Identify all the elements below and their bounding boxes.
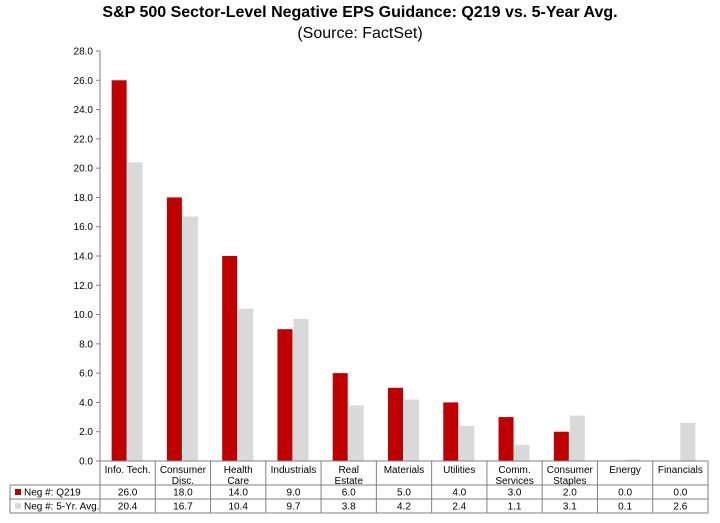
table-value: 3.0 — [508, 488, 522, 499]
bar-5yr-avg — [293, 318, 309, 461]
y-tick-label: 28.0 — [74, 47, 94, 58]
x-category-label: Energy — [609, 465, 641, 476]
bar-q219 — [277, 329, 293, 461]
table-value: 6.0 — [342, 488, 356, 499]
legend-label: Neg #: 5-Yr. Avg. — [24, 502, 99, 513]
bar-5yr-avg — [514, 444, 530, 461]
x-category-label: Utilities — [443, 465, 475, 476]
bar-5yr-avg — [127, 162, 143, 462]
table-value: 2.0 — [563, 488, 577, 499]
y-tick-label: 10.0 — [74, 310, 94, 321]
legend-swatch — [15, 489, 21, 495]
y-tick-label: 6.0 — [79, 369, 93, 380]
x-category-label: Consumer Disc. — [160, 465, 207, 487]
y-tick-label: 2.0 — [79, 427, 93, 438]
chart-subtitle: (Source: FactSet) — [297, 25, 423, 42]
y-tick-label: 18.0 — [74, 193, 94, 204]
bar-q219 — [443, 402, 459, 461]
x-category-label: Consumer Staples — [547, 465, 594, 487]
legend-label: Neg #: Q219 — [24, 488, 81, 499]
bar-5yr-avg — [625, 459, 641, 461]
x-category-label: Industrials — [271, 465, 317, 476]
bar-5yr-avg — [680, 422, 696, 461]
y-tick-label: 0.0 — [79, 457, 93, 468]
y-tick-label: 22.0 — [74, 134, 94, 145]
y-tick-label: 26.0 — [74, 76, 94, 87]
table-value: 9.7 — [287, 502, 301, 513]
table-value: 2.6 — [673, 502, 687, 513]
y-tick-label: 24.0 — [74, 105, 94, 116]
bar-q219 — [166, 197, 182, 461]
table-value: 14.0 — [228, 488, 248, 499]
y-tick-label: 16.0 — [74, 222, 94, 233]
table-value: 4.0 — [452, 488, 466, 499]
table-value: 2.4 — [452, 502, 466, 513]
bar-q219 — [553, 431, 569, 461]
bar-q219 — [222, 256, 238, 461]
table-value: 3.8 — [342, 502, 356, 513]
legend-swatch — [15, 503, 21, 509]
bar-q219 — [498, 417, 514, 461]
table-value: 0.1 — [618, 502, 632, 513]
table-value: 26.0 — [118, 488, 138, 499]
x-category-label: Materials — [384, 465, 425, 476]
bar-q219 — [332, 373, 348, 461]
bar-q219 — [111, 80, 127, 462]
table-value: 18.0 — [173, 488, 193, 499]
table-value: 4.2 — [397, 502, 411, 513]
chart-title: S&P 500 Sector-Level Negative EPS Guidan… — [102, 4, 618, 21]
bar-5yr-avg — [459, 425, 475, 461]
table-value: 9.0 — [287, 488, 301, 499]
bar-5yr-avg — [569, 415, 585, 461]
x-category-label: Real Estate — [335, 465, 364, 487]
table-value: 5.0 — [397, 488, 411, 499]
bar-5yr-avg — [182, 216, 198, 461]
bar-5yr-avg — [238, 308, 254, 461]
bar-5yr-avg — [404, 399, 419, 461]
x-category-label: Health Care — [224, 465, 253, 487]
y-tick-label: 4.0 — [79, 398, 93, 409]
y-tick-label: 20.0 — [74, 164, 94, 175]
bar-q219 — [388, 387, 403, 461]
table-value: 16.7 — [173, 502, 193, 513]
table-value: 0.0 — [618, 488, 632, 499]
bar-5yr-avg — [348, 405, 364, 461]
y-tick-label: 8.0 — [79, 339, 93, 350]
table-value: 1.1 — [508, 502, 522, 513]
table-value: 0.0 — [673, 488, 687, 499]
table-value: 20.4 — [118, 502, 138, 513]
x-category-label: Financials — [658, 465, 703, 476]
y-tick-label: 14.0 — [74, 252, 94, 263]
x-category-label: Info. Tech. — [105, 465, 151, 476]
x-category-label: Comm. Services — [495, 465, 533, 487]
y-tick-label: 12.0 — [74, 281, 94, 292]
table-value: 10.4 — [228, 502, 248, 513]
table-value: 3.1 — [563, 502, 577, 513]
